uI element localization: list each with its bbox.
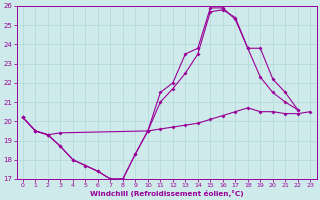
- X-axis label: Windchill (Refroidissement éolien,°C): Windchill (Refroidissement éolien,°C): [90, 190, 244, 197]
